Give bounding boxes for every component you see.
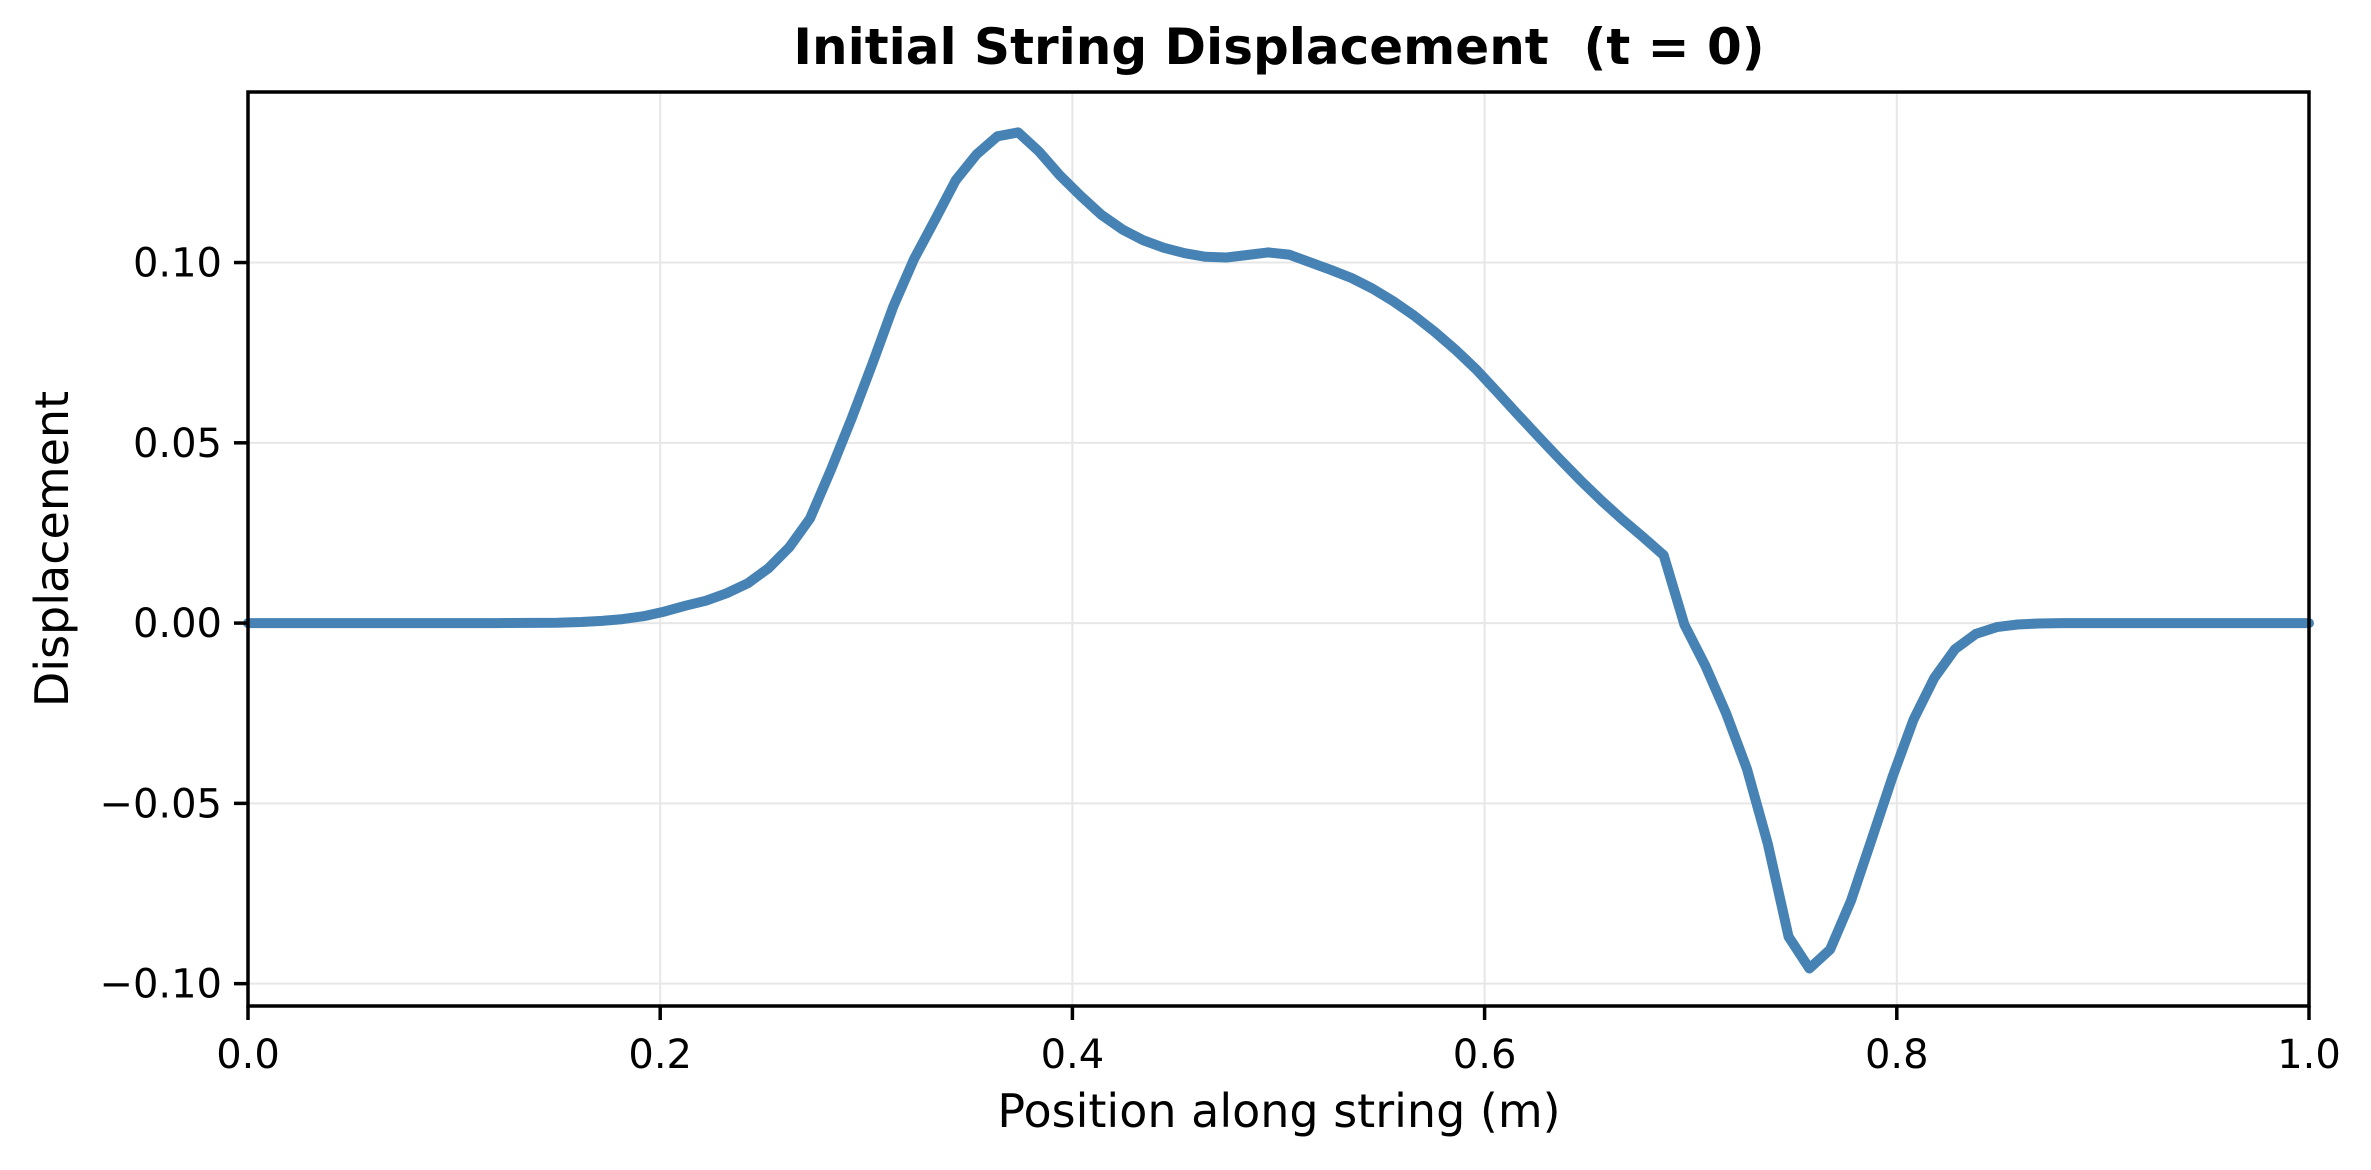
x-tick-label: 1.0 [2277,1032,2341,1078]
displacement-curve [243,127,2314,974]
y-tick-label: −0.10 [99,962,222,1008]
chart-title: Initial String Displacement (t = 0) [793,18,1764,76]
y-tick-label: 0.00 [133,601,222,647]
y-tick-label: 0.10 [133,241,222,287]
plot-spines [246,90,2311,1008]
plot-background [248,92,2309,1006]
y-tick-label: −0.05 [99,781,222,827]
x-tick-label: 0.4 [1041,1032,1105,1078]
x-tick-label: 0.0 [216,1032,280,1078]
x-tick-label: 0.8 [1865,1032,1929,1078]
x-axis-label: Position along string (m) [997,1084,1560,1138]
tick-labels: 0.0 0.2 0.4 0.6 0.8 1.0 −0.10 −0.05 0.00 0.05 0.10 [99,241,2340,1078]
series-layer [243,127,2314,974]
axis-ticks [234,260,2311,1020]
x-tick-label: 0.2 [628,1032,692,1078]
x-tick-label: 0.6 [1453,1032,1517,1078]
y-tick-label: 0.05 [133,421,222,467]
y-axis-label: Displacement [25,391,79,707]
